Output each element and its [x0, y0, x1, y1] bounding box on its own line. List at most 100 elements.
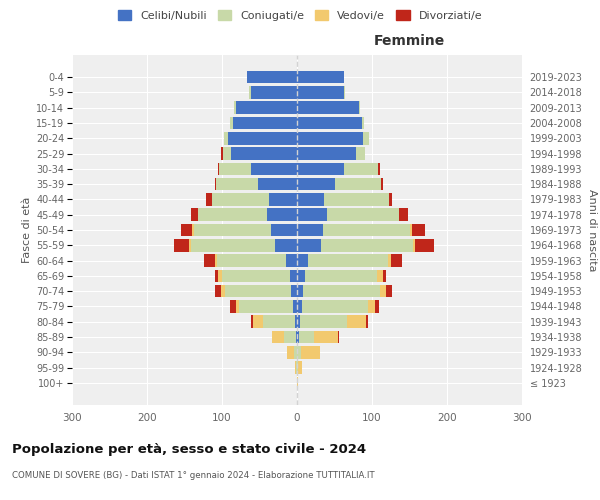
- Bar: [335, 178, 381, 190]
- Bar: [221, 285, 225, 298]
- Bar: [249, 86, 251, 99]
- Bar: [205, 193, 212, 205]
- Bar: [391, 254, 402, 267]
- Bar: [363, 132, 369, 144]
- Bar: [297, 71, 343, 84]
- Bar: [297, 117, 361, 130]
- Bar: [296, 330, 297, 343]
- Text: Popolazione per età, sesso e stato civile - 2024: Popolazione per età, sesso e stato civil…: [12, 442, 366, 456]
- Bar: [297, 193, 324, 205]
- Bar: [228, 132, 297, 144]
- Bar: [218, 270, 222, 282]
- Bar: [302, 300, 367, 312]
- Bar: [251, 162, 297, 175]
- Bar: [297, 86, 343, 99]
- Bar: [297, 270, 305, 282]
- Bar: [297, 208, 327, 221]
- Bar: [284, 330, 296, 343]
- Bar: [297, 239, 321, 252]
- Bar: [308, 254, 388, 267]
- Bar: [375, 300, 379, 312]
- Bar: [223, 148, 231, 160]
- Bar: [253, 316, 263, 328]
- Bar: [343, 86, 345, 99]
- Bar: [361, 117, 364, 130]
- Bar: [297, 330, 299, 343]
- Bar: [297, 376, 298, 389]
- Bar: [327, 208, 399, 221]
- Bar: [300, 316, 347, 328]
- Bar: [229, 300, 235, 312]
- Bar: [275, 239, 297, 252]
- Bar: [297, 254, 308, 267]
- Bar: [347, 316, 366, 328]
- Bar: [217, 254, 286, 267]
- Bar: [251, 316, 253, 328]
- Bar: [383, 270, 386, 282]
- Bar: [221, 148, 223, 160]
- Bar: [294, 346, 297, 358]
- Bar: [399, 208, 408, 221]
- Bar: [235, 102, 297, 114]
- Bar: [247, 71, 297, 84]
- Bar: [231, 148, 297, 160]
- Bar: [355, 148, 365, 160]
- Bar: [215, 178, 216, 190]
- Bar: [314, 330, 337, 343]
- Bar: [191, 239, 275, 252]
- Bar: [212, 193, 269, 205]
- Bar: [286, 254, 297, 267]
- Bar: [272, 330, 284, 343]
- Bar: [222, 270, 290, 282]
- Bar: [412, 224, 425, 236]
- Bar: [290, 270, 297, 282]
- Bar: [271, 224, 297, 236]
- Bar: [301, 346, 320, 358]
- Bar: [378, 162, 380, 175]
- Bar: [413, 239, 415, 252]
- Bar: [296, 362, 297, 374]
- Bar: [230, 117, 233, 130]
- Text: COMUNE DI SOVERE (BG) - Dati ISTAT 1° gennaio 2024 - Elaborazione TUTTITALIA.IT: COMUNE DI SOVERE (BG) - Dati ISTAT 1° ge…: [12, 471, 374, 480]
- Bar: [269, 193, 297, 205]
- Bar: [219, 162, 251, 175]
- Bar: [293, 300, 297, 312]
- Legend: Celibi/Nubili, Coniugati/e, Vedovi/e, Divorziati/e: Celibi/Nubili, Coniugati/e, Vedovi/e, Di…: [113, 6, 487, 25]
- Bar: [204, 254, 215, 267]
- Bar: [215, 285, 221, 298]
- Bar: [297, 300, 302, 312]
- Bar: [297, 346, 301, 358]
- Bar: [297, 285, 303, 298]
- Bar: [174, 239, 189, 252]
- Bar: [366, 316, 367, 328]
- Bar: [323, 224, 409, 236]
- Bar: [386, 285, 392, 298]
- Bar: [235, 300, 239, 312]
- Bar: [388, 254, 391, 267]
- Bar: [191, 208, 198, 221]
- Bar: [263, 316, 295, 328]
- Text: Femmine: Femmine: [374, 34, 445, 48]
- Bar: [225, 285, 291, 298]
- Bar: [192, 224, 194, 236]
- Bar: [287, 346, 294, 358]
- Bar: [297, 316, 300, 328]
- Bar: [189, 239, 191, 252]
- Bar: [377, 270, 383, 282]
- Bar: [324, 193, 389, 205]
- Bar: [305, 270, 377, 282]
- Bar: [359, 102, 360, 114]
- Bar: [297, 162, 343, 175]
- Y-axis label: Anni di nascita: Anni di nascita: [587, 188, 596, 271]
- Bar: [239, 300, 293, 312]
- Bar: [216, 178, 258, 190]
- Bar: [409, 224, 412, 236]
- Bar: [297, 178, 335, 190]
- Bar: [415, 239, 434, 252]
- Bar: [295, 362, 296, 374]
- Bar: [291, 285, 297, 298]
- Bar: [194, 224, 271, 236]
- Bar: [181, 224, 192, 236]
- Bar: [251, 86, 297, 99]
- Bar: [215, 270, 218, 282]
